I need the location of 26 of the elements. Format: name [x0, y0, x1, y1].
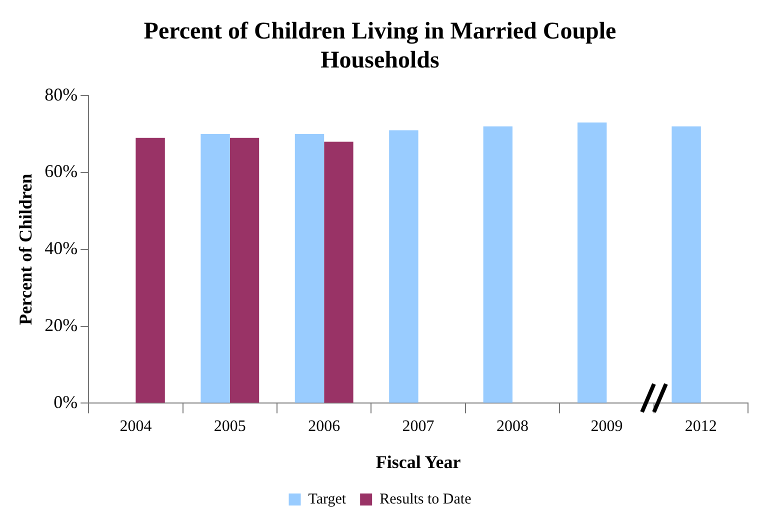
legend-label: Results to Date: [380, 491, 472, 508]
y-axis-title: Percent of Children: [15, 174, 36, 326]
bar: [389, 130, 418, 403]
bar: [200, 134, 230, 403]
y-tick-label: 40%: [44, 238, 78, 258]
legend-label: Target: [308, 491, 347, 508]
bar: [577, 122, 607, 403]
x-tick-label: 2009: [590, 418, 623, 436]
bar: [324, 142, 354, 403]
y-tick-label: 60%: [44, 161, 78, 182]
chart-title: Percent of Children Living in Married Couple Households: [144, 18, 617, 74]
bar: [483, 126, 512, 403]
bar: [672, 126, 701, 403]
x-tick-label: 2004: [120, 418, 152, 436]
x-tick-label: 2007: [402, 418, 434, 436]
x-tick-label: 2006: [308, 418, 340, 436]
x-tick-label: 2012: [684, 418, 717, 436]
y-tick-label: 0%: [54, 392, 78, 412]
x-axis-title: Fiscal Year: [376, 452, 461, 472]
x-tick-label: 2005: [214, 418, 246, 436]
bar: [230, 138, 260, 403]
y-tick-label: 80%: [44, 84, 78, 104]
bar: [136, 138, 165, 403]
x-tick-label: 2008: [496, 418, 528, 436]
y-tick-label: 20%: [44, 315, 78, 336]
bar: [294, 134, 324, 403]
